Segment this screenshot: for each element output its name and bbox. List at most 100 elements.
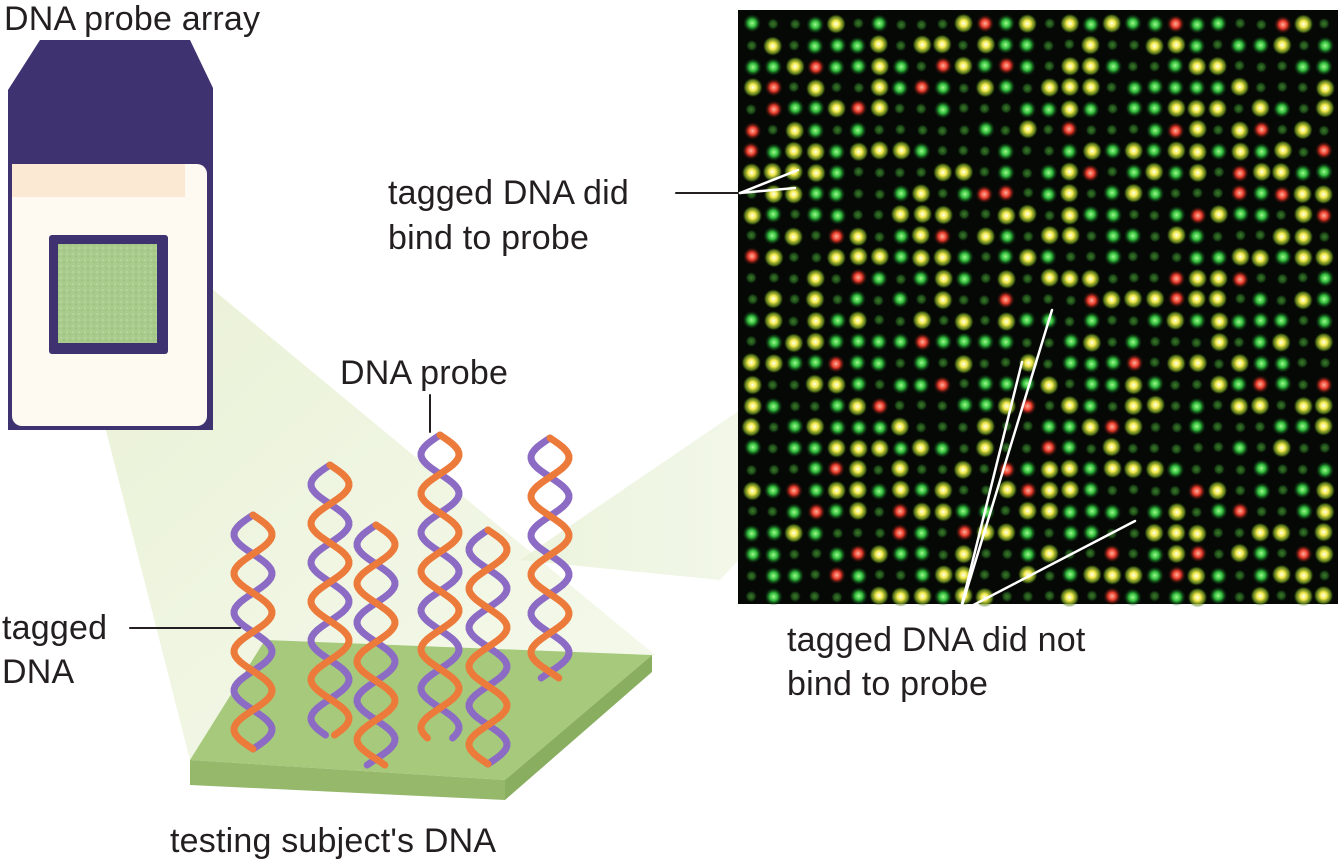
array-spot xyxy=(999,356,1012,369)
array-spot xyxy=(1059,205,1080,226)
array-spot xyxy=(891,332,910,351)
array-spot xyxy=(1017,500,1038,521)
array-spot xyxy=(869,77,890,98)
array-spot xyxy=(1209,586,1228,605)
array-spot xyxy=(912,586,933,607)
array-spot xyxy=(1104,206,1123,224)
array-spot xyxy=(1144,36,1165,57)
array-spot xyxy=(1251,290,1270,309)
array-spot xyxy=(1187,417,1206,436)
array-spot xyxy=(1294,544,1313,563)
array-spot xyxy=(1233,591,1246,603)
array-spot xyxy=(936,526,949,539)
array-spot xyxy=(826,98,847,119)
array-spot xyxy=(1148,442,1161,455)
array-spot xyxy=(1318,441,1331,454)
array-spot xyxy=(1001,590,1013,603)
array-spot xyxy=(1276,123,1289,136)
array-spot xyxy=(1166,98,1187,119)
array-spot xyxy=(1146,121,1165,140)
array-spot xyxy=(1231,270,1250,289)
array-spot xyxy=(1103,183,1121,202)
array-spot xyxy=(1062,332,1080,351)
array-spot xyxy=(827,545,846,564)
array-spot xyxy=(976,374,995,393)
array-spot xyxy=(911,183,932,204)
array-spot xyxy=(890,586,911,607)
array-spot xyxy=(1082,15,1100,34)
array-spot xyxy=(1234,421,1247,434)
array-spot xyxy=(741,417,762,437)
array-spot xyxy=(873,505,886,518)
array-spot xyxy=(1187,227,1206,246)
array-spot xyxy=(957,39,969,52)
array-spot xyxy=(1170,443,1183,455)
array-spot xyxy=(996,269,1017,290)
array-spot xyxy=(1146,545,1165,564)
array-spot xyxy=(934,332,953,351)
array-spot xyxy=(1123,14,1142,33)
array-spot xyxy=(766,505,779,518)
array-spot xyxy=(1060,479,1080,500)
array-spot xyxy=(1316,269,1335,288)
array-spot xyxy=(1043,336,1055,349)
array-spot xyxy=(1146,15,1165,34)
array-spot xyxy=(1105,81,1118,94)
array-spot xyxy=(955,248,974,267)
array-spot xyxy=(1039,100,1058,119)
array-spot xyxy=(978,357,991,370)
array-spot xyxy=(933,78,952,97)
array-spot xyxy=(1275,209,1287,221)
array-spot xyxy=(849,567,868,586)
array-spot xyxy=(1043,17,1056,30)
array-spot xyxy=(742,141,760,160)
array-spot xyxy=(1169,485,1181,497)
array-spot xyxy=(976,14,995,33)
array-spot xyxy=(1276,80,1289,93)
array-spot xyxy=(1082,291,1101,310)
array-spot xyxy=(1273,374,1292,393)
array-spot xyxy=(1039,77,1060,98)
array-spot xyxy=(784,120,805,141)
array-spot xyxy=(892,247,910,266)
array-spot xyxy=(1296,356,1309,369)
array-spot xyxy=(1316,36,1335,55)
array-spot xyxy=(1271,522,1292,543)
array-spot xyxy=(826,480,847,501)
array-spot xyxy=(1021,82,1034,95)
array-spot xyxy=(957,484,970,497)
array-spot xyxy=(1318,124,1330,137)
array-spot xyxy=(1250,248,1271,269)
array-spot xyxy=(1039,375,1059,396)
array-spot xyxy=(1169,335,1182,348)
array-spot xyxy=(1061,565,1080,584)
array-spot xyxy=(827,501,845,520)
array-spot xyxy=(1295,502,1314,521)
array-spot xyxy=(763,310,784,331)
array-spot xyxy=(873,188,886,201)
array-spot xyxy=(933,268,954,289)
array-spot xyxy=(975,185,994,204)
array-spot xyxy=(849,374,868,393)
array-spot xyxy=(913,566,932,584)
array-spot xyxy=(1166,14,1185,33)
array-spot xyxy=(894,569,907,582)
array-spot xyxy=(1043,399,1056,412)
array-spot xyxy=(806,524,825,543)
array-spot xyxy=(1271,332,1292,353)
array-spot xyxy=(978,145,991,158)
array-spot xyxy=(979,208,992,220)
array-spot xyxy=(1231,502,1250,520)
array-spot xyxy=(1209,332,1230,353)
array-spot xyxy=(805,268,826,289)
array-spot xyxy=(953,311,974,332)
array-spot xyxy=(1252,459,1271,478)
array-spot xyxy=(933,564,954,585)
array-spot xyxy=(763,481,782,500)
array-spot xyxy=(1272,417,1290,436)
array-spot xyxy=(1039,501,1060,522)
array-spot xyxy=(1059,587,1080,608)
array-spot xyxy=(996,142,1015,161)
array-spot xyxy=(978,462,991,475)
array-spot xyxy=(1186,98,1207,119)
